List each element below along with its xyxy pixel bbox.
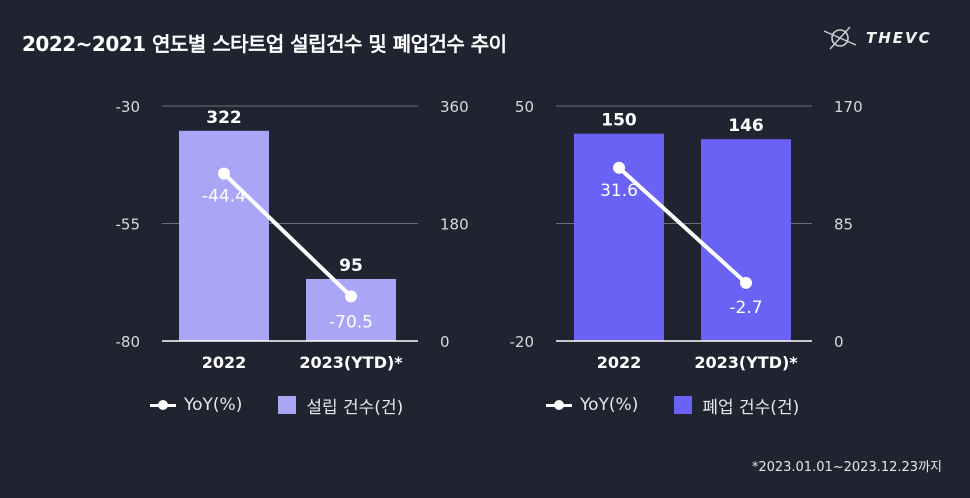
bar-value-label: 95 (339, 256, 363, 276)
thevc-logo-icon (823, 26, 857, 50)
bar-0-1 (306, 278, 396, 341)
legend-item-founding: 설립 건수(건) (278, 393, 403, 418)
right-axis-tick-label: 360 (440, 98, 469, 116)
x-axis-tick-label: 2023(YTD)* (299, 353, 403, 372)
x-axis-tick-label: 2022 (202, 353, 247, 372)
left-axis-tick-label: -20 (510, 333, 535, 351)
yoy-point-0-1 (345, 290, 357, 303)
legend-swatch-founding (278, 396, 297, 414)
legend-label: YoY(%) (184, 395, 243, 415)
bar-value-label: 146 (728, 116, 764, 136)
legend-label: 설립 건수(건) (306, 397, 404, 418)
legend-line-marker-icon (546, 398, 572, 412)
legend-item-yoy-left: YoY(%) (150, 395, 242, 415)
left-axis-tick-label: 50 (515, 98, 534, 116)
left-axis-tick-label: -30 (116, 98, 141, 116)
legend-label: 폐업 건수(건) (702, 397, 800, 418)
yoy-value-label: -70.5 (329, 312, 373, 332)
legend-swatch-closure (674, 396, 693, 414)
x-axis-tick-label: 2023(YTD)* (694, 353, 798, 372)
legend-left: YoY(%) 설립 건수(건) (150, 393, 439, 418)
yoy-line-1 (617, 166, 748, 285)
right-axis-tick-label: 85 (834, 216, 853, 234)
yoy-value-label: -44.4 (202, 187, 246, 207)
thevc-logo: THEVC (822, 22, 932, 54)
yoy-value-label: -2.7 (729, 298, 762, 318)
footnote: *2023.01.01~2023.12.23까지 (751, 460, 942, 475)
legend-right: YoY(%) 폐업 건수(건) (546, 393, 835, 418)
yoy-point-1-0 (613, 161, 625, 174)
bar-value-label: 150 (601, 111, 637, 131)
yoy-line-0 (222, 172, 353, 298)
legend-line-marker-icon (150, 398, 176, 412)
yoy-point-1-1 (740, 276, 752, 289)
left-axis-tick-label: -80 (116, 333, 141, 351)
x-axis-tick-label: 2022 (597, 353, 642, 372)
yoy-value-label: 31.6 (600, 181, 638, 201)
right-axis-tick-label: 0 (440, 333, 450, 351)
left-axis-tick-label: -55 (116, 216, 141, 234)
right-axis-tick-label: 180 (440, 216, 469, 234)
bar-1-1 (701, 139, 791, 341)
bar-0-0 (179, 130, 269, 341)
chart-title: 2022~2021 연도별 스타트업 설립건수 및 폐업건수 추이 (22, 32, 507, 56)
thevc-logo-text: THEVC (866, 29, 932, 47)
yoy-point-0-0 (218, 167, 230, 180)
bar-value-label: 322 (206, 108, 242, 128)
right-axis-tick-label: 0 (834, 333, 844, 351)
legend-label: YoY(%) (580, 395, 639, 415)
legend-item-yoy-right: YoY(%) (546, 395, 638, 415)
legend-item-closure: 폐업 건수(건) (674, 393, 799, 418)
right-axis-tick-label: 170 (834, 98, 863, 116)
